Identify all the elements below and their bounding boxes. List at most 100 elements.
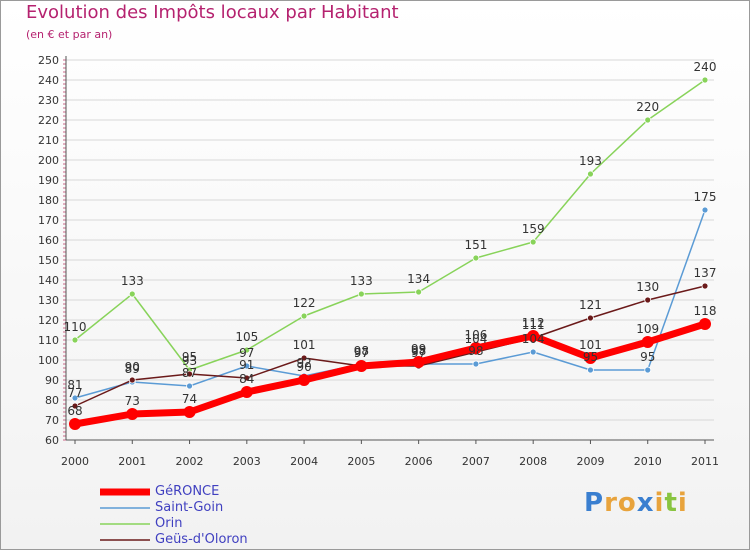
data-label: 133 <box>350 274 373 288</box>
series-line-2 <box>74 79 706 371</box>
y-tick-label: 220 <box>38 114 59 127</box>
data-point <box>71 402 79 410</box>
data-label: 97 <box>354 346 369 360</box>
y-tick-label: 230 <box>38 94 59 107</box>
grid-layer <box>66 59 714 441</box>
y-tick-label: 240 <box>38 74 59 87</box>
data-label: 112 <box>522 316 545 330</box>
x-tick-label: 2011 <box>691 455 719 468</box>
data-label: 134 <box>407 272 430 286</box>
data-label: 122 <box>293 296 316 310</box>
data-label: 137 <box>694 266 717 280</box>
logo-letter: x <box>636 488 655 518</box>
logo-letter: o <box>617 488 637 518</box>
data-label: 101 <box>293 338 316 352</box>
data-label: 133 <box>121 274 144 288</box>
data-point <box>298 374 311 386</box>
data-label: 110 <box>64 320 87 334</box>
data-point <box>644 296 652 304</box>
data-label: 87 <box>182 366 197 380</box>
data-point <box>186 370 193 378</box>
data-label: 104 <box>464 332 487 346</box>
data-point <box>472 360 480 368</box>
legend-label-saint-goin: Saint-Goin <box>155 500 224 515</box>
y-tick-label: 120 <box>38 314 59 327</box>
data-point <box>183 406 196 418</box>
data-point <box>701 206 709 214</box>
y-tick-label: 200 <box>38 154 59 167</box>
data-label: 95 <box>182 350 197 364</box>
data-point <box>126 408 139 420</box>
data-point <box>300 354 308 362</box>
data-point <box>472 254 480 262</box>
data-point <box>587 366 594 374</box>
data-label: 220 <box>636 100 659 114</box>
data-point <box>587 314 594 322</box>
data-label: 73 <box>125 394 140 408</box>
series-line-1 <box>74 209 706 399</box>
data-label: 98 <box>411 344 426 358</box>
data-point <box>644 116 652 124</box>
y-tick-label: 190 <box>38 174 59 187</box>
logo-letter: P <box>584 488 605 518</box>
x-tick-label: 2006 <box>405 455 433 468</box>
data-label: 77 <box>67 386 82 400</box>
data-point <box>243 346 251 354</box>
y-tick-label: 80 <box>45 394 59 407</box>
data-point <box>71 394 79 402</box>
data-label: 121 <box>579 298 602 312</box>
data-label: 118 <box>694 304 717 318</box>
y-tick-label: 90 <box>45 374 59 387</box>
x-tick-label: 2008 <box>519 455 547 468</box>
data-label: 105 <box>235 330 258 344</box>
x-tick-label: 2004 <box>290 455 318 468</box>
data-label: 193 <box>579 154 602 168</box>
data-point <box>469 342 482 354</box>
x-tick-label: 2002 <box>176 455 204 468</box>
data-label: 81 <box>67 378 82 392</box>
legend-label-orin: Orin <box>155 516 183 531</box>
data-point <box>243 374 251 382</box>
data-label: 97 <box>239 346 254 360</box>
data-label: 98 <box>354 344 369 358</box>
data-label: 109 <box>636 322 659 336</box>
data-label: 90 <box>125 360 140 374</box>
data-point <box>701 282 709 290</box>
x-tick-label: 2003 <box>233 455 261 468</box>
x-tick-label: 2009 <box>576 455 604 468</box>
data-label: 97 <box>411 346 426 360</box>
data-label: 99 <box>411 342 426 356</box>
data-point <box>415 288 423 296</box>
data-point <box>699 318 711 330</box>
x-tick-label: 2007 <box>462 455 490 468</box>
chart-title: Evolution des Impôts locaux par Habitant <box>26 2 399 23</box>
data-point <box>243 362 251 370</box>
data-point <box>529 238 537 246</box>
data-point <box>357 290 365 298</box>
axis-layer: 60 70 80 90 100 110 120 130 140 150 160 170 180 190 20… <box>38 54 719 468</box>
logo-letter: i <box>677 488 688 518</box>
data-point <box>529 348 537 356</box>
data-label: 240 <box>694 60 717 74</box>
y-tick-label: 180 <box>38 194 59 207</box>
data-label: 84 <box>239 372 254 386</box>
data-point <box>587 170 594 178</box>
logo-text: Proxiti <box>584 488 688 518</box>
data-point <box>412 356 425 368</box>
legend-label-geronce: GéRONCE <box>155 484 220 499</box>
data-point <box>69 418 81 430</box>
data-label: 175 <box>694 190 717 204</box>
data-point <box>300 312 308 320</box>
data-label: 111 <box>522 318 545 332</box>
y-tick-label: 110 <box>38 334 59 347</box>
y-tick-label: 140 <box>38 274 59 287</box>
data-label: 130 <box>636 280 659 294</box>
data-label: 97 <box>354 346 369 360</box>
logo-letter: i <box>654 488 665 518</box>
y-tick-label: 100 <box>38 354 59 367</box>
y-tick-label: 150 <box>38 254 59 267</box>
data-point <box>128 290 136 298</box>
y-tick-label: 250 <box>38 54 59 67</box>
series-line-3 <box>74 285 706 407</box>
